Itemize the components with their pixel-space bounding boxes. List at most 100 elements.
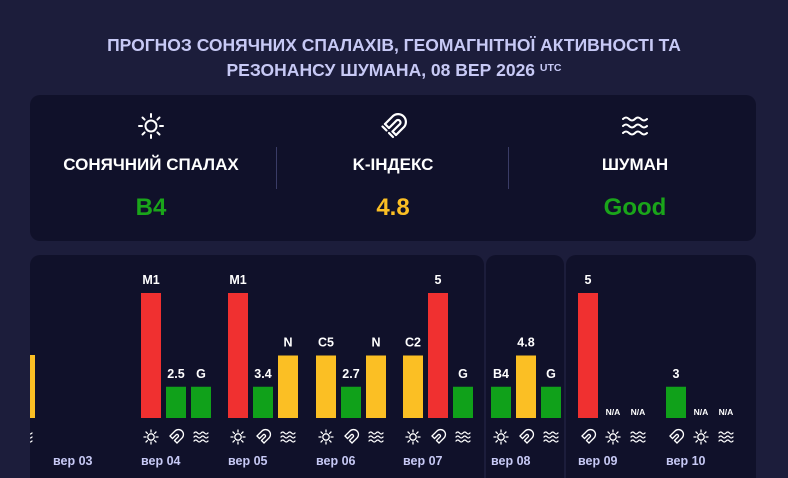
bar-label-solar: N/A [606,407,621,417]
sun-icon [138,113,164,139]
bar-label-schumann: N [283,336,292,350]
bar-label-kindex: 3.1 [0,367,9,381]
magnet-icon [0,430,7,443]
bar-kindex [253,386,273,418]
bar-label-solar: M1 [142,273,159,287]
day-label: вер 06 [316,454,356,468]
bar-schumann [541,386,561,418]
summary-card: СОНЯЧНИЙ СПАЛАХ B4 K-ІНДЕКС 4.8 ШУМАН [30,95,756,241]
bar-label-schumann: N [371,336,380,350]
bar-schumann [30,355,35,418]
bar-label-solar: C2 [405,336,421,350]
bar-schumann [191,386,211,418]
bar-kindex [0,387,10,418]
bar-label-kindex: 5 [435,273,442,287]
bar-label-schumann: G [196,367,206,381]
summary-solar-label: СОНЯЧНИЙ СПАЛАХ [63,155,239,174]
waves-icon [543,431,559,443]
title-utc: UTC [539,62,562,74]
sun-icon [493,429,509,445]
summary-divider [276,147,277,189]
summary-kindex-label: K-ІНДЕКС [352,155,434,174]
bar-label-kindex: 2.7 [342,367,359,381]
sun-icon [693,429,709,445]
bar-kindex [341,386,361,418]
day-group: 5 N/A N/A вер 09 [578,273,646,468]
waves-icon [280,431,296,443]
bar-solar [403,355,423,418]
title-line-2: РЕЗОНАНСУ ШУМАНА, 08 ВЕР 2026 UTC [0,58,788,83]
bar-schumann [453,386,473,418]
bar-label-schumann: G [20,367,30,381]
magnet-icon [431,428,447,444]
day-label: вер 04 [141,454,181,468]
bar-label-kindex: 4.8 [517,336,534,350]
waves-icon [455,431,471,443]
summary-kindex-value: 4.8 [376,194,410,221]
bar-kindex [166,386,186,418]
magnet-icon [169,428,185,444]
bar-solar [141,293,161,418]
waves-icon [30,432,33,443]
magnet-icon [581,428,597,444]
bar-label-kindex: 5 [585,273,592,287]
bar-label-schumann: N/A [719,407,734,417]
day-label: вер 07 [403,454,443,468]
sun-icon [605,429,621,445]
title-line-2-text: РЕЗОНАНСУ ШУМАНА, 08 ВЕР 2026 [226,60,536,80]
bar-label-schumann: G [458,367,468,381]
waves-icon [193,431,209,443]
day-label: вер 09 [578,454,618,468]
sun-icon [405,429,421,445]
waves-icon [630,431,646,443]
bar-label-kindex: 3 [673,367,680,381]
bar-kindex [428,293,448,418]
forecast-days-group: 5 N/A N/A вер 09 3 N/A N/A вер 10 [578,273,734,468]
sun-icon [230,429,246,445]
summary-solar: СОНЯЧНИЙ СПАЛАХ B4 [30,95,272,241]
bar-solar [316,355,336,418]
sun-icon [143,429,159,445]
day-label: вер 08 [491,454,531,468]
bar-label-schumann: N/A [631,407,646,417]
bar-label-solar: B4 [493,367,509,381]
day-group: 3 N/A N/A вер 10 [666,367,734,468]
sun-icon [318,429,334,445]
magnet-icon [669,428,685,444]
bar-kindex [578,293,598,418]
magnet-icon [519,428,535,444]
magnet-icon [381,113,407,139]
summary-solar-value: B4 [135,194,167,221]
bar-label-kindex: 2.5 [167,367,184,381]
bar-label-solar: C5 [318,336,334,350]
summary-schumann-value: Good [603,194,667,221]
waves-icon [622,116,648,136]
bar-label-solar: M1 [229,273,246,287]
summary-schumann: ШУМАН Good [514,95,756,241]
bar-kindex [666,386,686,418]
day-label: вер 10 [666,454,706,468]
page-title: ПРОГНОЗ СОНЯЧНИХ СПАЛАХІВ, ГЕОМАГНІТНОЇ … [0,33,788,83]
bar-schumann [366,355,386,418]
magnet-icon [256,428,272,444]
bar-solar [491,386,511,418]
day-label: вер 03 [53,454,93,468]
summary-divider [508,147,509,189]
bar-schumann [278,355,298,418]
bar-label-schumann: G [546,367,556,381]
summary-schumann-label: ШУМАН [601,155,669,174]
day-label: вер 05 [228,454,268,468]
magnet-icon [344,428,360,444]
bar-label-solar: N/A [694,407,709,417]
bar-solar [228,293,248,418]
bar-kindex [516,355,536,418]
